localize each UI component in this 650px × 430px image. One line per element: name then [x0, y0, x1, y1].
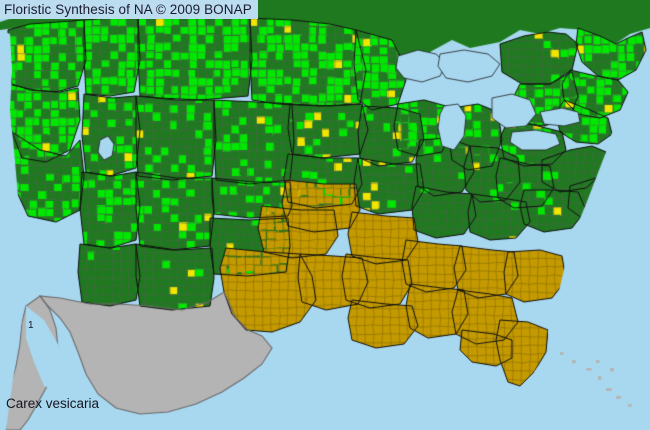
species-name-label: Carex vesicaria	[6, 396, 100, 411]
map-title-bar: Floristic Synthesis of NA © 2009 BONAP	[0, 0, 258, 19]
map-index-marker: 1	[28, 320, 34, 331]
